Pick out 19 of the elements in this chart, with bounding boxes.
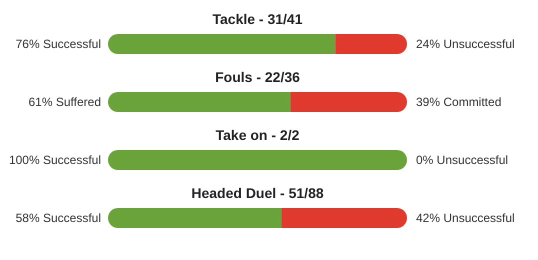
bar [108,150,407,170]
bar [290,92,407,112]
data-label: 0% Unsuccessful [416,153,508,168]
bar [335,34,407,54]
data-label: 61% Suffered [28,95,101,110]
data-label: 24% Unsuccessful [416,37,515,52]
bar [108,208,282,228]
y-tick-label: Fouls - 22/36 [215,69,300,85]
data-label: 42% Unsuccessful [416,211,515,226]
y-tick-label: Headed Duel - 51/88 [191,185,324,201]
y-tick-label: Take on - 2/2 [216,127,300,143]
data-label: 100% Successful [8,153,101,168]
bar [281,208,407,228]
bar [108,92,290,112]
data-label: 39% Committed [416,95,502,110]
bar [108,34,336,54]
y-tick-label: Tackle - 31/41 [212,11,303,27]
data-label: 58% Successful [16,211,101,226]
data-label: 76% Successful [16,37,101,52]
